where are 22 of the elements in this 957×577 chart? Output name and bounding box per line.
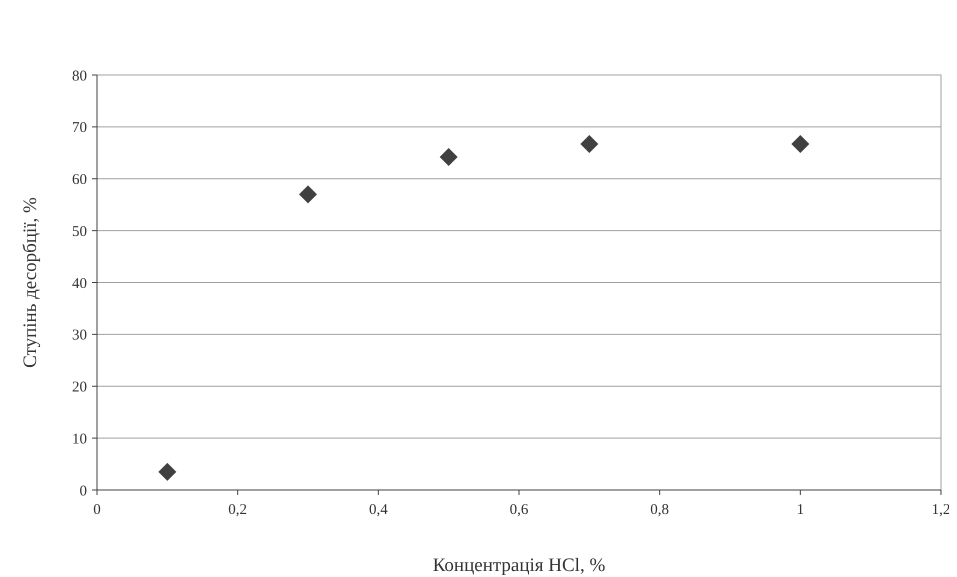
y-tick-label: 70 — [72, 120, 87, 136]
y-tick-label: 20 — [72, 380, 87, 396]
y-tick-label: 80 — [72, 68, 87, 84]
point — [440, 148, 458, 166]
y-axis-title: Ступінь десорбції, % — [20, 196, 41, 368]
y-tick-label: 10 — [72, 431, 87, 448]
x-axis-title: Концентрація HCl, % — [432, 555, 606, 576]
point — [299, 185, 317, 204]
x-tick-label: 0,8 — [650, 502, 670, 518]
point — [158, 462, 176, 481]
y-tick-label: 50 — [72, 224, 87, 240]
y-tick-label: 30 — [72, 328, 87, 344]
y-tick-label: 40 — [72, 276, 87, 292]
x-tick-label: 0,2 — [228, 502, 248, 518]
x-tick-label: 1 — [796, 502, 804, 518]
y-tick-label: 60 — [72, 172, 87, 188]
y-tick-label: 0 — [80, 483, 87, 500]
point — [580, 134, 598, 153]
point — [791, 134, 810, 153]
x-tick-label: 0,6 — [510, 502, 529, 518]
x-tick-label: 0 — [93, 502, 101, 518]
x-tick-label: 0,4 — [368, 502, 388, 518]
